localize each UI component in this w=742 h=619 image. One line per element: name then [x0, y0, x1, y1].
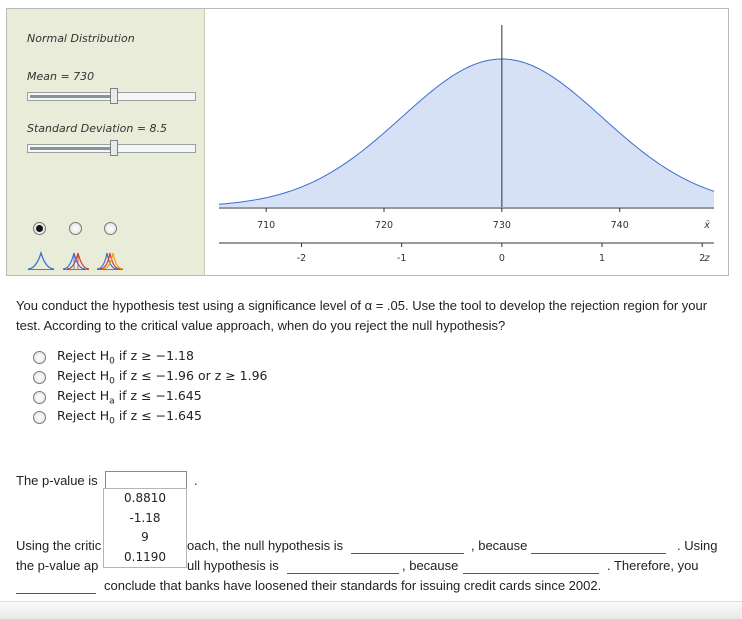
pvalue-decision-select[interactable]	[287, 560, 399, 574]
answer-radio[interactable]	[33, 350, 46, 364]
mean-label: Mean = 730	[27, 70, 95, 83]
answer-option-text: Reject Ha if z ≤ −1.645	[57, 387, 202, 407]
z-axis-symbol: z	[704, 253, 711, 264]
x-tick-label: 710	[257, 220, 275, 231]
answer-option-text: Reject H0 if z ≥ −1.18	[57, 347, 194, 367]
critical-reason-select[interactable]	[531, 540, 666, 554]
answer-option-1[interactable]: Reject H0 if z ≥ −1.18	[33, 347, 194, 367]
single-curve-icon[interactable]	[27, 249, 55, 271]
normal-distribution-tool: Normal Distribution Mean = 730 Standard …	[6, 8, 729, 276]
sentence1-end: . Using	[677, 538, 718, 553]
bottom-bar	[0, 601, 742, 619]
pvalue-dropdown-option[interactable]: 0.1190	[124, 549, 166, 564]
pvalue-label: The p-value is	[16, 473, 98, 488]
pvalue-dropdown-list[interactable]: 0.8810 -1.18 9 0.1190	[103, 488, 187, 568]
control-panel: Normal Distribution Mean = 730 Standard …	[7, 9, 205, 275]
pvalue-period: .	[194, 473, 198, 488]
curve-area	[219, 59, 714, 207]
answer-radio[interactable]	[33, 410, 46, 424]
answer-option-text: Reject H0 if z ≤ −1.96 or z ≥ 1.96	[57, 367, 268, 387]
z-tick-label: 0	[499, 253, 505, 264]
conclusion-select[interactable]	[16, 580, 96, 594]
sentence2-because: , because	[402, 558, 459, 573]
mean-slider-thumb[interactable]	[109, 88, 118, 104]
pvalue-reason-select[interactable]	[463, 560, 599, 574]
critical-decision-select[interactable]	[351, 540, 464, 554]
pvalue-dropdown-option[interactable]: -1.18	[129, 510, 161, 525]
two-curves-icon[interactable]	[62, 249, 90, 271]
x-tick-label: 740	[611, 220, 629, 231]
pvalue-dropdown-option[interactable]: 9	[141, 530, 149, 544]
sentence2-end: . Therefore, you	[607, 558, 699, 573]
x-tick-label: 730	[493, 220, 511, 231]
mode-radio-two-curves[interactable]	[69, 222, 82, 235]
mode-radio-one-curve[interactable]	[33, 222, 46, 235]
answer-radio[interactable]	[33, 370, 46, 384]
tool-title: Normal Distribution	[27, 32, 135, 45]
sentence2-start: the p-value ap	[16, 558, 99, 573]
pvalue-dropdown-option[interactable]: 0.8810	[124, 491, 166, 505]
curve-line	[218, 58, 715, 205]
z-tick-label: -2	[297, 253, 306, 264]
x-axis-symbol: x̄	[703, 220, 710, 231]
mean-slider[interactable]	[27, 88, 196, 104]
answer-option-text: Reject H0 if z ≤ −1.645	[57, 407, 202, 427]
z-tick-label: -1	[397, 253, 406, 264]
sentence1-mid: oach, the null hypothesis is	[187, 538, 344, 553]
question-text: You conduct the hypothesis test using a …	[16, 298, 708, 333]
answer-option-3[interactable]: Reject Ha if z ≤ −1.645	[33, 387, 202, 407]
sentence3-end: conclude that banks have loosened their …	[104, 578, 602, 593]
sd-slider-thumb[interactable]	[109, 140, 118, 156]
mean-slider-track	[30, 95, 112, 98]
sentence1-because: , because	[471, 538, 528, 553]
three-curves-icon[interactable]	[96, 249, 124, 271]
sd-label: Standard Deviation = 8.5	[27, 122, 168, 135]
z-tick-label: 2	[699, 253, 705, 264]
sd-slider-track	[30, 147, 112, 150]
answer-radio[interactable]	[33, 390, 46, 404]
sentence2-mid: ull hypothesis is	[187, 558, 279, 573]
sd-slider[interactable]	[27, 140, 196, 156]
answer-option-4[interactable]: Reject H0 if z ≤ −1.645	[33, 407, 202, 427]
answer-option-2[interactable]: Reject H0 if z ≤ −1.96 or z ≥ 1.96	[33, 367, 268, 387]
z-tick-label: 1	[599, 253, 605, 264]
mode-radio-three-curves[interactable]	[104, 222, 117, 235]
x-tick-label: 720	[375, 220, 393, 231]
sentence1-start: Using the critic	[16, 538, 102, 553]
normal-distribution-chart: 710 720 730 740 x̄ -2 -1 0 1 2 z	[218, 25, 715, 264]
